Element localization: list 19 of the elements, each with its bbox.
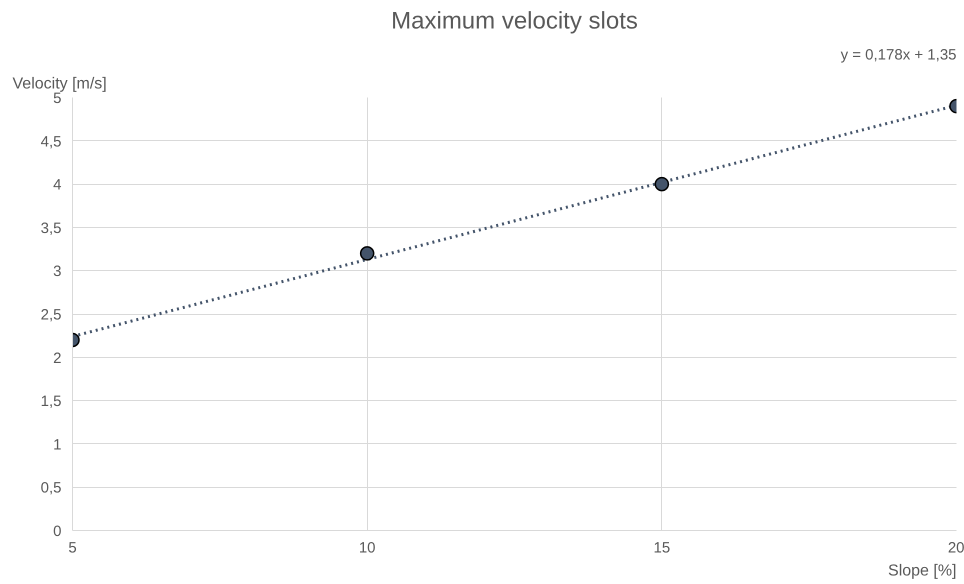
y-tick-label: 0 [53, 523, 62, 540]
y-tick-label: 3,5 [40, 220, 62, 237]
x-tick-label: 10 [358, 540, 376, 556]
y-tick-label: 4,5 [40, 133, 62, 150]
y-tick-label: 3 [53, 263, 62, 280]
x-tick-label: 20 [948, 540, 964, 556]
x-tick-label: 5 [68, 540, 77, 556]
y-tick-label: 1 [53, 436, 62, 454]
x-axis-title: Slope [%] [888, 562, 956, 580]
y-tick-label: 1,5 [40, 393, 62, 410]
y-tick-label: 4 [53, 176, 62, 194]
chart-title: Maximum velocity slots [391, 8, 638, 34]
y-tick-label: 2,5 [40, 306, 62, 324]
y-axis-title: Velocity [m/s] [12, 76, 107, 92]
text: y = 0,178x + 1,35 [840, 46, 956, 64]
y-tick-label: 5 [53, 90, 62, 107]
x-tick-label: 15 [653, 540, 670, 556]
y-tick-label: 2 [53, 350, 62, 367]
y-tick-label: 0,5 [40, 480, 62, 497]
